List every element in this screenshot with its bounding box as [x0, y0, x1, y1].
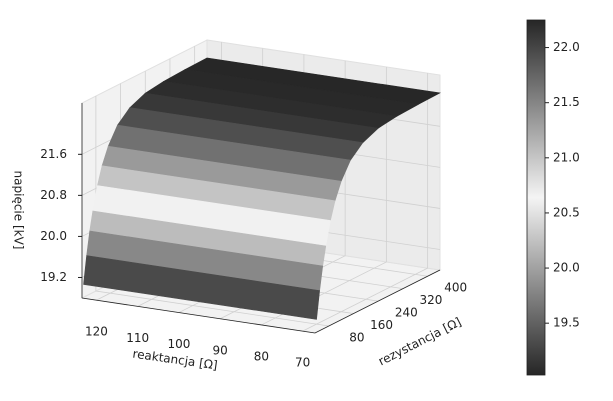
z-tick-label: 20.0: [40, 229, 67, 243]
colorbar-tick-label: 22.0: [553, 40, 580, 54]
y-tick-label: 320: [420, 293, 443, 307]
z-tick-label: 20.8: [40, 188, 67, 202]
colorbar: [526, 19, 546, 376]
y-tick-label: 400: [444, 281, 467, 295]
grid-line: [302, 73, 429, 332]
surface-strip: [83, 255, 320, 320]
z-tick-label: 21.6: [40, 147, 67, 161]
colorbar-tick-label: 20.5: [553, 205, 580, 219]
z-axis-label: napięcie [kV]: [12, 171, 26, 250]
x-tick-label: 80: [254, 349, 269, 363]
axis-line: [81, 269, 441, 334]
z-tick-label: 19.2: [40, 270, 67, 284]
colorbar-tick-label: 20.0: [553, 261, 580, 275]
y-tick-label: 80: [349, 331, 364, 345]
colorbar-tick-label: 21.0: [553, 150, 580, 164]
x-tick-label: 110: [126, 331, 149, 345]
x-tick-label: 120: [85, 325, 108, 339]
x-tick-label: 90: [213, 343, 228, 357]
colorbar-tick-label: 19.5: [553, 316, 580, 330]
y-tick-label: 240: [395, 306, 418, 320]
x-tick-label: 70: [295, 356, 310, 370]
colorbar-tick-label: 21.5: [553, 95, 580, 109]
y-tick-label: 160: [370, 318, 393, 332]
x-tick-label: 100: [167, 337, 190, 351]
grid-line: [95, 96, 329, 327]
